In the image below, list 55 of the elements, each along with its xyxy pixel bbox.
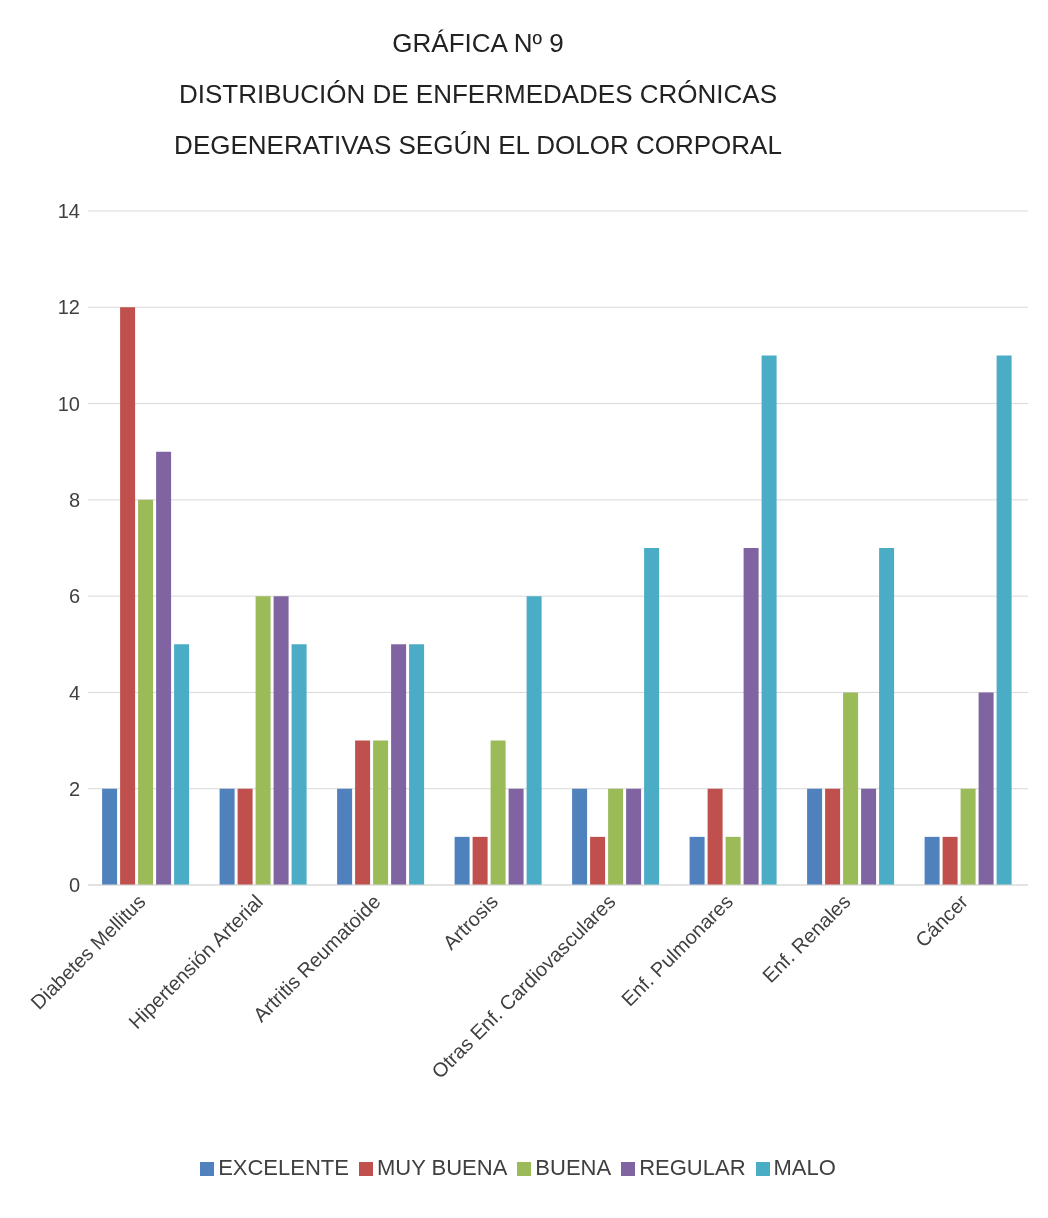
bar bbox=[255, 596, 271, 885]
bar bbox=[590, 836, 606, 885]
bar bbox=[156, 451, 172, 885]
legend-label: EXCELENTE bbox=[218, 1155, 349, 1180]
bar bbox=[472, 836, 488, 885]
bar bbox=[291, 644, 307, 885]
bar bbox=[355, 740, 371, 885]
bar bbox=[843, 692, 859, 885]
chart-subtitle: DISTRIBUCIÓN DE ENFERMEDADES CRÓNICAS DEGENERATIVAS SEGÚN EL DOLOR CORPORAL bbox=[173, 79, 783, 161]
bar bbox=[219, 788, 235, 885]
y-tick-label: 2 bbox=[68, 777, 80, 800]
legend-label: BUENA bbox=[535, 1155, 612, 1180]
bar bbox=[373, 740, 389, 885]
y-tick-label: 14 bbox=[57, 200, 80, 223]
bar bbox=[174, 644, 190, 885]
bar bbox=[825, 788, 841, 885]
bar bbox=[120, 307, 136, 885]
bar bbox=[725, 836, 741, 885]
bar bbox=[689, 836, 705, 885]
bar bbox=[526, 596, 542, 885]
y-tick-label: 12 bbox=[57, 296, 80, 319]
y-tick-label: 0 bbox=[68, 874, 80, 897]
bar bbox=[508, 788, 524, 885]
y-tick-label: 10 bbox=[57, 392, 80, 415]
bar bbox=[644, 548, 660, 885]
bar bbox=[960, 788, 976, 885]
bar bbox=[924, 836, 940, 885]
chart-title: GRÁFICA Nº 9 bbox=[391, 27, 565, 59]
bar bbox=[572, 788, 588, 885]
legend-label: MUY BUENA bbox=[376, 1155, 508, 1180]
legend-label: MALO bbox=[773, 1155, 836, 1180]
bar bbox=[409, 644, 425, 885]
bar bbox=[978, 692, 994, 885]
bar bbox=[707, 788, 723, 885]
legend-label: REGULAR bbox=[639, 1155, 746, 1180]
bar bbox=[237, 788, 253, 885]
bar bbox=[807, 788, 823, 885]
bar bbox=[996, 355, 1012, 885]
y-tick-label: 6 bbox=[68, 585, 80, 608]
bar bbox=[879, 548, 895, 885]
bar bbox=[138, 499, 154, 885]
bar bbox=[490, 740, 506, 885]
bar bbox=[942, 836, 958, 885]
y-tick-label: 4 bbox=[68, 681, 80, 704]
bar bbox=[743, 548, 759, 885]
bar bbox=[102, 788, 118, 885]
bar bbox=[608, 788, 624, 885]
bar bbox=[454, 836, 470, 885]
bar bbox=[626, 788, 642, 885]
bar bbox=[391, 644, 407, 885]
bar bbox=[273, 596, 289, 885]
y-tick-label: 8 bbox=[68, 488, 80, 511]
bar bbox=[861, 788, 877, 885]
bar bbox=[761, 355, 777, 885]
bar bbox=[337, 788, 353, 885]
